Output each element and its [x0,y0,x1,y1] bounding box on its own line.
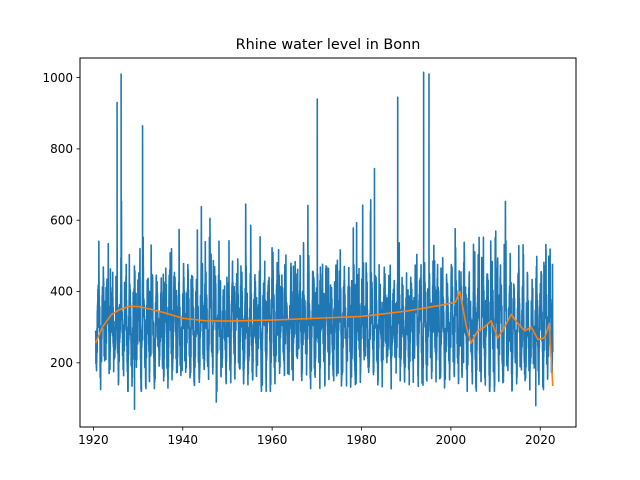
plot-frame [79,57,577,428]
x-tick-label: 2020 [525,433,556,447]
y-axis: 200 400 600 800 1000 [42,71,80,370]
x-tick-label: 2000 [436,433,467,447]
x-tick-label: 1980 [346,433,377,447]
chart-title: Rhine water level in Bonn [236,37,421,53]
y-tick-label: 600 [50,213,73,227]
y-tick-label: 200 [50,356,73,370]
series-line-water-level [94,71,554,410]
x-axis: 1920 1940 1960 1980 2000 2020 [78,427,556,447]
series-line-trend [94,290,554,387]
y-tick-label: 800 [50,142,73,156]
y-tick-label: 1000 [42,71,73,85]
x-tick-label: 1940 [168,433,199,447]
x-tick-label: 1920 [78,433,109,447]
plot-area [94,71,554,410]
y-tick-label: 400 [50,285,73,299]
x-tick-label: 1960 [257,433,288,447]
